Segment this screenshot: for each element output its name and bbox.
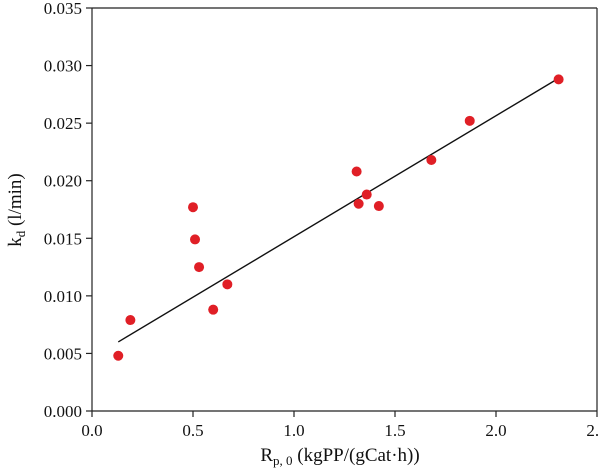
axes: [91, 7, 598, 412]
data-point: [190, 234, 201, 245]
x-tick-label: 0.0: [81, 421, 102, 440]
data-point: [222, 279, 233, 290]
data-points: [113, 74, 564, 361]
y-tick-label: 0.010: [44, 287, 82, 306]
x-tick-label: 1.0: [283, 421, 304, 440]
x-tick-label: 1.5: [384, 421, 405, 440]
y-ticks: 0.000 0.005 0.010 0.015 0.020 0.025 0.030 0.035: [44, 0, 92, 421]
y-tick-label: 0.020: [44, 172, 82, 191]
fit-line-group: [117, 77, 559, 343]
trend-line: [117, 77, 559, 343]
data-point: [426, 154, 437, 165]
y-tick-label: 0.005: [44, 344, 82, 363]
data-point: [351, 166, 362, 177]
data-point: [188, 202, 198, 213]
data-point: [373, 201, 384, 212]
y-tick-label: 0.030: [44, 57, 82, 76]
data-point: [353, 198, 364, 209]
data-point: [464, 115, 475, 126]
data-point: [208, 304, 219, 315]
y-tick-label: 0.025: [44, 114, 82, 133]
data-point: [113, 350, 124, 361]
y-tick-label: 0.035: [44, 0, 82, 18]
data-point: [125, 315, 136, 326]
data-point: [361, 189, 372, 200]
x-tick-label: 2.0: [485, 421, 506, 440]
data-point: [553, 74, 564, 85]
x-tick-label: 0.5: [182, 421, 203, 440]
y-tick-label: 0.015: [44, 229, 82, 248]
x-axis-title: Rp, 0 (kgPP/(gCat·h)): [260, 445, 419, 468]
y-axis-title: kd (l/min): [5, 173, 28, 247]
x-tick-label: 2.5: [586, 421, 600, 440]
data-point: [194, 262, 205, 273]
y-tick-label: 0.000: [44, 402, 82, 421]
x-ticks: 0.0 0.5 1.0 1.5 2.0 2.5: [81, 411, 600, 440]
